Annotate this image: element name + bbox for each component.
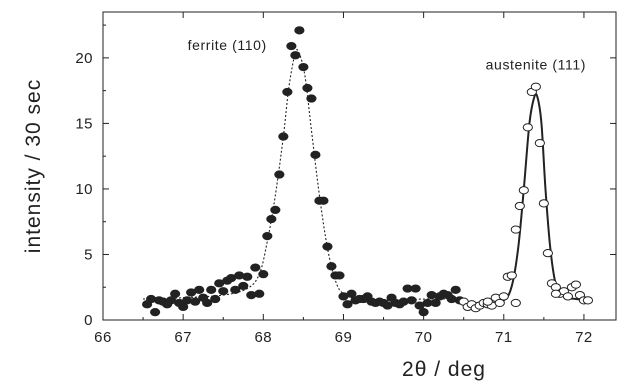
ferrite-point xyxy=(202,298,213,308)
ferrite-point xyxy=(262,232,273,241)
austenite-point xyxy=(538,199,549,208)
ferrite-point xyxy=(150,308,161,317)
austenite-point xyxy=(550,289,561,298)
ferrite-point xyxy=(190,297,201,306)
ferrite-point xyxy=(298,62,309,72)
plot-frame xyxy=(102,11,617,321)
x-tick-label: 68 xyxy=(254,329,272,346)
ferrite-point xyxy=(286,41,297,51)
ferrite-point xyxy=(170,289,181,298)
ferrite-point xyxy=(210,294,221,304)
ferrite-point xyxy=(206,285,217,294)
ferrite-point xyxy=(418,308,429,317)
austenite-point xyxy=(510,225,521,234)
ferrite-point xyxy=(450,285,461,294)
austenite-point xyxy=(518,186,529,195)
fit-curves xyxy=(143,49,593,305)
ferrite-point xyxy=(238,281,249,291)
ferrite-point xyxy=(322,242,333,251)
ferrite-point xyxy=(270,205,281,215)
ferrite-point xyxy=(258,270,269,279)
ferrite-point xyxy=(410,284,421,293)
ferrite-point xyxy=(242,272,253,281)
ferrite-point xyxy=(406,296,417,305)
austenite-point xyxy=(562,292,574,301)
ferrite-point xyxy=(334,271,345,280)
ferrite-point xyxy=(342,300,353,309)
austenite-point xyxy=(482,297,493,306)
x-tick-label: 69 xyxy=(335,329,353,346)
x-axis-title: 2θ / deg xyxy=(402,358,486,381)
ferrite-point xyxy=(346,289,357,298)
x-tick-label: 66 xyxy=(94,329,112,346)
peak-label: austenite (111) xyxy=(486,57,586,73)
ferrite-point xyxy=(254,289,265,298)
austenite-point xyxy=(506,271,517,280)
austenite-point xyxy=(514,201,525,211)
ferrite-point xyxy=(266,214,277,224)
labels: 2θ / deg intensity / 30 sec ferrite (110) a… xyxy=(22,37,586,381)
ferrite-point xyxy=(302,83,313,93)
ferrite-point xyxy=(294,26,305,35)
ferrite-point xyxy=(282,87,293,97)
peak-label: ferrite (110) xyxy=(188,37,267,53)
austenite-point xyxy=(530,82,541,91)
y-tick-label: 20 xyxy=(75,50,93,67)
x-tick-label: 72 xyxy=(575,329,593,346)
ferrite-point xyxy=(318,196,329,205)
x-tick-label: 70 xyxy=(415,329,433,346)
ferrite-point xyxy=(178,302,189,311)
ferrite-point xyxy=(290,51,301,60)
austenite-point xyxy=(498,292,509,301)
ferrite-point xyxy=(306,94,317,103)
y-tick-label: 10 xyxy=(75,181,93,198)
x-tick-label: 67 xyxy=(174,329,192,346)
y-tick-label: 5 xyxy=(84,246,93,263)
y-tick-label: 15 xyxy=(75,115,93,132)
data-points xyxy=(141,26,594,317)
austenite-point xyxy=(534,138,545,148)
y-axis-title: intensity / 30 sec xyxy=(22,79,45,253)
ferrite-point xyxy=(430,298,441,308)
ferrite-point xyxy=(326,262,337,271)
ferrite-point xyxy=(194,285,205,294)
austenite-point xyxy=(494,298,505,308)
austenite-point xyxy=(542,249,553,258)
austenite-point xyxy=(570,280,582,289)
ferrite-point xyxy=(274,170,285,179)
ferrite-point xyxy=(310,150,321,159)
ferrite-point xyxy=(230,285,241,294)
x-tick-label: 71 xyxy=(495,329,513,346)
ferrite-point xyxy=(278,132,289,141)
austenite-point xyxy=(510,298,521,308)
austenite-point xyxy=(582,296,594,305)
y-tick-label: 0 xyxy=(84,312,93,329)
austenite-point xyxy=(522,123,533,132)
ferrite-point xyxy=(218,287,229,296)
axes: 66 67 68 69 70 71 72 0 5 10 15 20 xyxy=(75,11,617,346)
ferrite-point xyxy=(250,263,261,272)
